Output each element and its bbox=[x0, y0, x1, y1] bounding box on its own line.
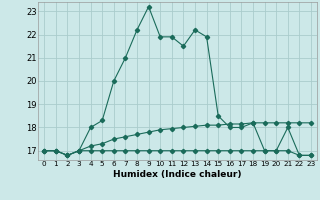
X-axis label: Humidex (Indice chaleur): Humidex (Indice chaleur) bbox=[113, 170, 242, 179]
